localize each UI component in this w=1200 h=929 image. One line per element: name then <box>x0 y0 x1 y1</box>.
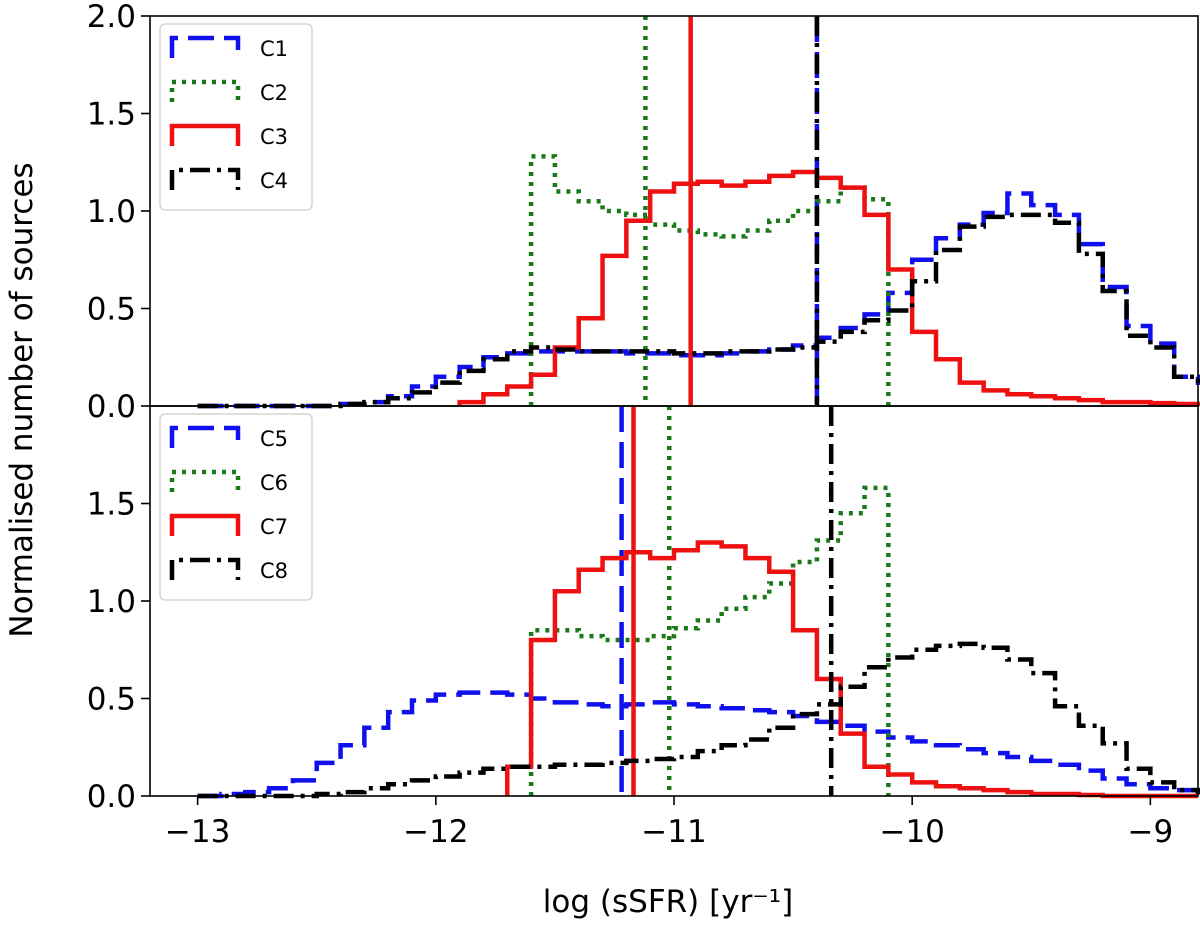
x-tick-label: −13 <box>165 814 230 850</box>
x-tick-label: −11 <box>641 814 706 850</box>
legend-label-c7: C7 <box>260 515 288 539</box>
legend-label-c6: C6 <box>260 471 288 495</box>
x-tick-label: −12 <box>403 814 468 850</box>
legend-swatch-c2 <box>169 79 241 102</box>
axes-layer: 0.0 0.5 1.0 1.5 2.0 0.0 0.5 1.0 1.5 −13 −12 −11 −10 −… <box>87 0 1199 850</box>
y-axis-title: Normalised number of sources <box>4 162 40 637</box>
legend-label-c1: C1 <box>260 37 288 61</box>
legend-swatch-c7 <box>169 513 241 536</box>
y-tick-label-top: 2.0 <box>87 0 136 35</box>
y-tick-label-top: 0.5 <box>87 292 136 328</box>
x-axis-title: log (sSFR) [yr⁻¹] <box>543 884 793 920</box>
y-tick-label-bottom: 0.0 <box>87 779 136 815</box>
legend-swatch-c4 <box>169 167 241 190</box>
y-tick-label-bottom: 1.0 <box>87 584 136 620</box>
legend-swatch-c1 <box>169 35 241 58</box>
histogram-c2 <box>528 154 891 406</box>
legend-label-c8: C8 <box>260 559 288 583</box>
y-tick-label-top: 1.0 <box>87 194 136 230</box>
legend-label-c4: C4 <box>260 169 288 193</box>
data-layer <box>197 16 1200 799</box>
histogram-c4 <box>197 212 1200 409</box>
histogram-c3 <box>457 169 1200 407</box>
y-tick-label-bottom: 0.5 <box>87 682 136 718</box>
y-tick-label-top: 1.5 <box>87 97 136 133</box>
histogram-c5 <box>197 690 1200 799</box>
legend-box-bottom <box>159 413 313 601</box>
legend-label-c5: C5 <box>260 427 288 451</box>
legend-label-c2: C2 <box>260 81 288 105</box>
y-tick-label-bottom: 1.5 <box>87 487 136 523</box>
legend-swatch-c3 <box>169 123 241 146</box>
legend-box-top <box>159 23 313 211</box>
legend-swatch-c8 <box>169 557 241 580</box>
legend-swatch-c6 <box>169 469 241 492</box>
legend-swatch-c5 <box>169 425 241 448</box>
legend-layer: C1 C2 C3 C4 C5 C6 C7 C8 <box>159 23 313 601</box>
histogram-c1 <box>197 191 1200 409</box>
x-tick-label: −9 <box>1128 814 1174 850</box>
y-tick-label-top: 0.0 <box>87 389 136 425</box>
x-tick-label: −10 <box>879 814 944 850</box>
histogram-c7 <box>505 540 1198 799</box>
histogram-c6 <box>528 485 891 796</box>
histogram-c8 <box>197 641 1200 799</box>
legend-label-c3: C3 <box>260 125 288 149</box>
